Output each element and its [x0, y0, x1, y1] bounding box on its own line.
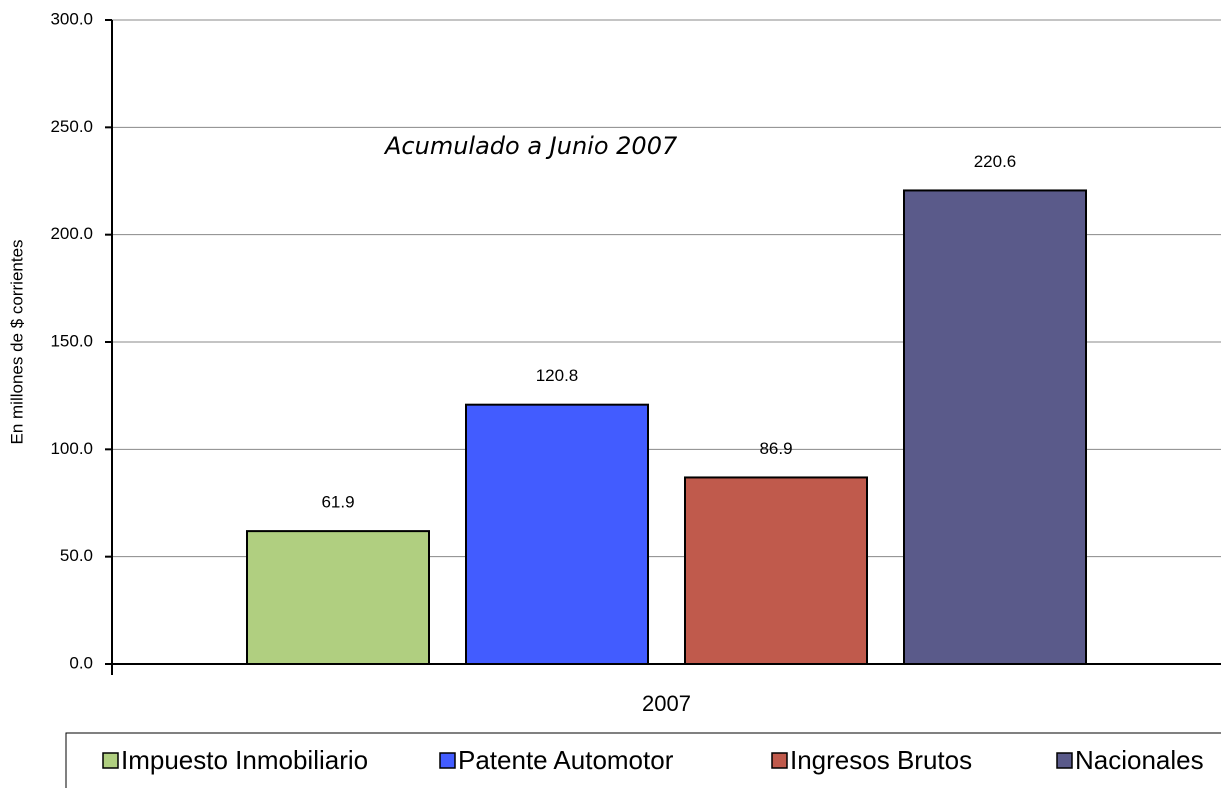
- legend-label: Ingresos Brutos: [790, 745, 972, 775]
- bar: [465, 403, 649, 665]
- y-axis-title: En millones de $ corrientes: [7, 239, 26, 444]
- annotation: Acumulado a Junio 2007: [383, 132, 678, 160]
- legend-swatch: [771, 752, 788, 769]
- x-tick-label: 2007: [642, 691, 691, 716]
- y-tick-label: 250.0: [50, 117, 93, 136]
- legend-box: [65, 732, 1221, 793]
- legend-label: Impuesto Inmobiliario: [121, 745, 368, 775]
- y-tick-label: 0.0: [69, 653, 93, 672]
- data-label: 120.8: [536, 366, 579, 385]
- data-label: 220.6: [974, 152, 1017, 171]
- data-label: 86.9: [759, 439, 792, 458]
- bar: [903, 189, 1087, 665]
- legend-swatch: [439, 752, 456, 769]
- y-tick-label: 50.0: [60, 546, 93, 565]
- y-tick-label: 200.0: [50, 224, 93, 243]
- legend-swatch: [1056, 752, 1073, 769]
- legend-swatch: [102, 752, 119, 769]
- bar: [246, 530, 430, 665]
- y-tick-label: 300.0: [50, 9, 93, 28]
- bar: [684, 476, 868, 666]
- y-tick-label: 100.0: [50, 439, 93, 458]
- y-tick-label: 150.0: [50, 331, 93, 350]
- legend-label: Patente Automotor: [458, 745, 674, 775]
- legend-label: Nacionales: [1075, 745, 1204, 775]
- data-label: 61.9: [321, 493, 354, 512]
